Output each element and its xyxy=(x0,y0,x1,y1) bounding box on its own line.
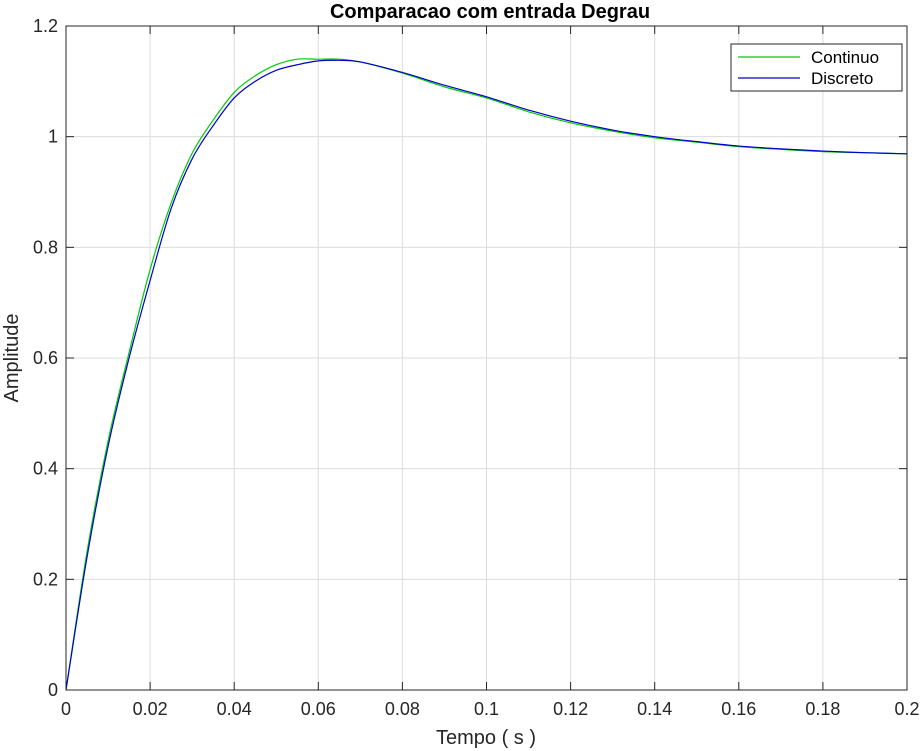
x-tick-label: 0.08 xyxy=(385,699,420,719)
x-tick-labels: 0 0.02 0.04 0.06 0.08 0.1 0.12 0.14 0.16 0.18 0.2 xyxy=(61,699,920,719)
y-tick-label: 0.6 xyxy=(33,348,58,368)
legend: Continuo Discreto xyxy=(730,43,903,92)
x-tick-label: 0.2 xyxy=(894,699,919,719)
x-tick-label: 0.16 xyxy=(721,699,756,719)
y-tick-label: 0.4 xyxy=(33,459,58,479)
y-tick-label: 0.2 xyxy=(33,569,58,589)
axes-box xyxy=(65,25,908,691)
x-tick-label: 0.12 xyxy=(553,699,588,719)
y-tick-label: 1 xyxy=(48,127,58,147)
series-lines xyxy=(65,58,908,691)
y-tick-labels: 0 0.2 0.4 0.6 0.8 1 1.2 xyxy=(33,16,58,700)
legend-label-discreto: Discreto xyxy=(811,69,873,88)
x-tick-label: 0.14 xyxy=(637,699,672,719)
y-tick-label: 0.8 xyxy=(33,237,58,257)
x-tick-label: 0.06 xyxy=(301,699,336,719)
x-tick-label: 0.04 xyxy=(217,699,252,719)
y-tick-label: 0 xyxy=(48,680,58,700)
x-tick-label: 0 xyxy=(61,699,71,719)
legend-label-continuo: Continuo xyxy=(811,48,879,67)
series-line-discreto xyxy=(65,59,908,691)
x-tick-label: 0.1 xyxy=(474,699,499,719)
y-axis-label: Amplitude xyxy=(1,314,23,403)
x-tick-label: 0.02 xyxy=(133,699,168,719)
y-tick-label: 1.2 xyxy=(33,16,58,36)
x-axis-label: Tempo ( s ) xyxy=(436,727,536,749)
chart-title: Comparacao com entrada Degrau xyxy=(330,1,650,23)
legend-box xyxy=(730,43,903,92)
x-tick-label: 0.18 xyxy=(805,699,840,719)
